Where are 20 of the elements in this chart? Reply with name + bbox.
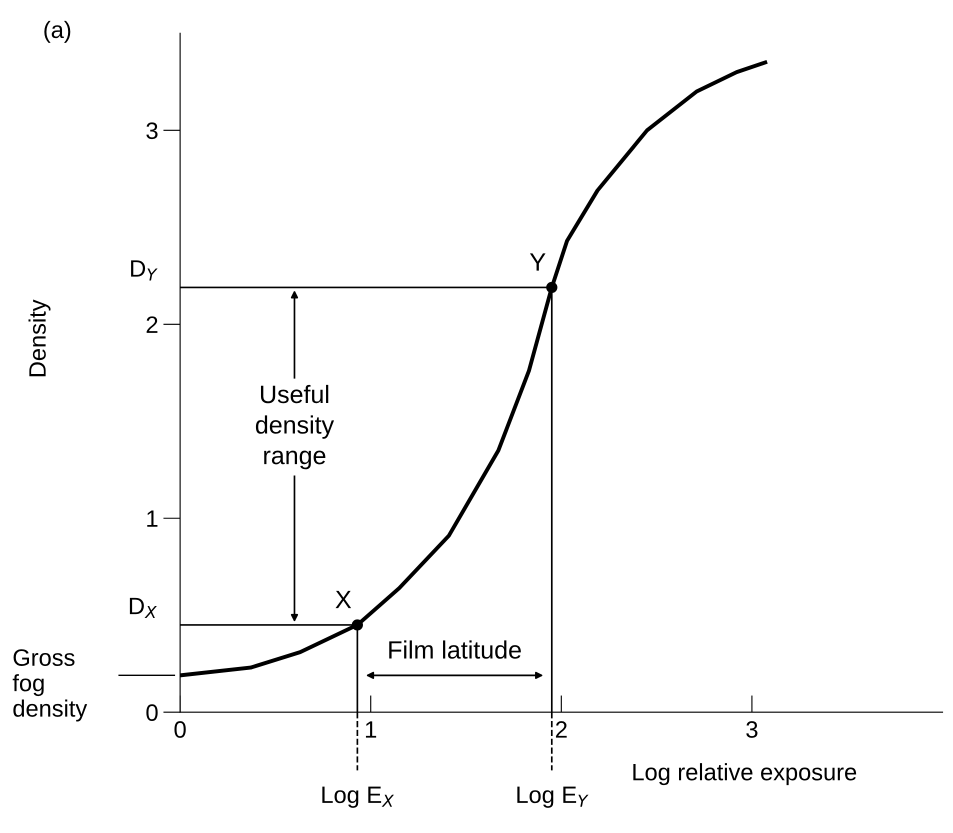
y-tick-label: 0 bbox=[146, 704, 158, 722]
annotation: Y bbox=[530, 253, 546, 271]
x-axis-title: Log relative exposure bbox=[633, 763, 856, 786]
annotation: X bbox=[336, 590, 352, 608]
x-tick-label: 2 bbox=[556, 721, 567, 738]
ref-line-label: D$_{Y}$ bbox=[131, 260, 158, 281]
y-tick-label: 1 bbox=[147, 510, 158, 527]
x-tick-label: 0 bbox=[174, 721, 186, 738]
y-axis-title: Density bbox=[28, 300, 51, 376]
annotation: Film latitude bbox=[389, 640, 521, 659]
ref-line-label: Log E$_{X}$ bbox=[322, 786, 394, 808]
ref-line-label: Gross fog density bbox=[12, 649, 88, 722]
ref-line-label: D$_{X}$ bbox=[130, 598, 157, 618]
x-tick-label: 3 bbox=[746, 721, 758, 738]
y-tick-label: 3 bbox=[146, 122, 158, 140]
ref-line-label: Log E$_{Y}$ bbox=[517, 786, 589, 808]
text: (a) bbox=[44, 20, 70, 43]
x-tick-label: 1 bbox=[366, 721, 376, 738]
annotation: Useful density range bbox=[256, 384, 334, 470]
y-tick-label: 2 bbox=[146, 316, 158, 333]
